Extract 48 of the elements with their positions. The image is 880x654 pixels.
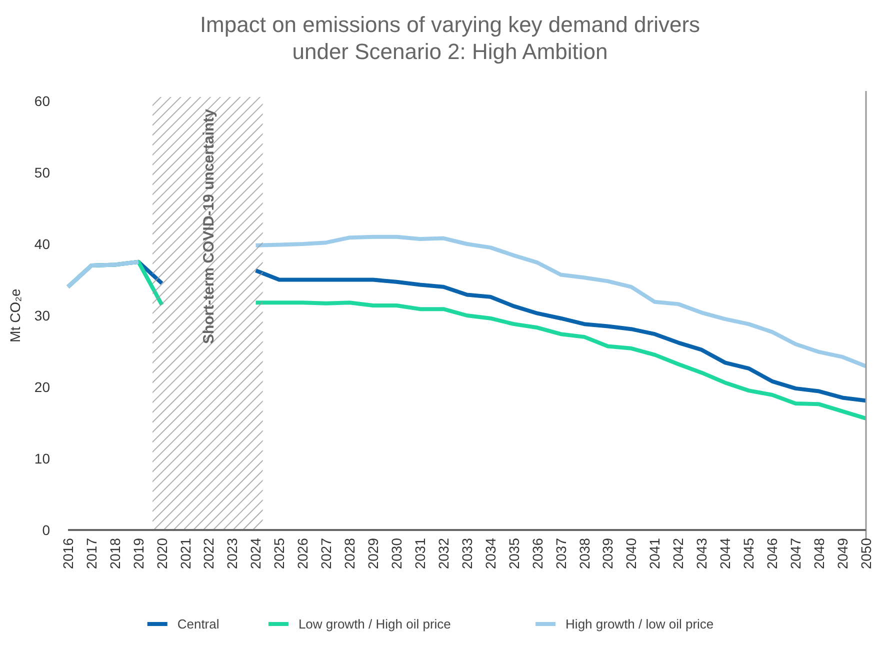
x-tick-label: 2038 xyxy=(576,538,592,570)
y-tick-label: 10 xyxy=(34,450,50,466)
x-tick-label: 2028 xyxy=(342,538,358,570)
x-tick-label: 2050 xyxy=(858,538,874,570)
x-tick-label: 2032 xyxy=(435,538,452,570)
y-tick-label: 30 xyxy=(34,307,50,324)
x-tick-label: 2045 xyxy=(740,538,757,570)
x-tick-label: 2029 xyxy=(365,538,382,570)
y-axis-title: Mt CO₂e xyxy=(7,288,23,342)
x-tick-label: 2036 xyxy=(529,538,546,570)
y-tick-label: 20 xyxy=(34,378,50,395)
x-tick-label: 2046 xyxy=(764,538,780,570)
x-tick-label: 2047 xyxy=(787,538,804,570)
x-tick-label: 2037 xyxy=(552,538,569,570)
x-tick-label: 2024 xyxy=(248,538,264,570)
y-tick-label: 50 xyxy=(34,164,50,180)
x-tick-label: 2026 xyxy=(294,538,311,570)
x-tick-label: 2049 xyxy=(834,538,850,570)
x-tick-label: 2033 xyxy=(458,538,475,570)
y-tick-label: 0 xyxy=(42,522,50,538)
legend-label: Central xyxy=(177,616,220,632)
x-tick-label: 2042 xyxy=(670,538,686,570)
x-tick-label: 2019 xyxy=(130,538,146,570)
legend-label: High growth / low oil price xyxy=(566,616,714,632)
x-tick-label: 2041 xyxy=(646,538,663,570)
x-tick-label: 2044 xyxy=(717,538,734,570)
y-tick-label: 60 xyxy=(34,92,50,109)
x-tick-label: 2018 xyxy=(106,538,123,570)
x-tick-label: 2043 xyxy=(694,538,710,570)
x-tick-label: 2034 xyxy=(482,538,498,570)
x-tick-label: 2030 xyxy=(388,538,404,570)
legend-label: Low growth / High oil price xyxy=(298,616,451,632)
x-tick-label: 2048 xyxy=(810,538,827,570)
y-tick-label: 40 xyxy=(34,236,50,252)
x-tick-label: 2035 xyxy=(506,538,522,570)
x-tick-label: 2039 xyxy=(600,538,616,570)
x-tick-label: 2021 xyxy=(177,538,194,570)
x-tick-label: 2031 xyxy=(412,538,428,570)
x-tick-label: 2040 xyxy=(623,538,640,570)
x-tick-label: 2022 xyxy=(200,538,217,570)
x-tick-label: 2023 xyxy=(224,538,240,570)
x-tick-label: 2020 xyxy=(154,538,170,570)
chart-title: Impact on emissions of varying key demand drivers under Scenario 2: High Ambition xyxy=(200,12,700,64)
x-tick-label: 2016 xyxy=(60,538,76,570)
x-tick-label: 2017 xyxy=(83,538,100,570)
x-tick-label: 2027 xyxy=(318,538,334,570)
band-label: Short-term COVID-19 uncertainty xyxy=(200,108,218,344)
x-tick-label: 2025 xyxy=(271,538,288,570)
